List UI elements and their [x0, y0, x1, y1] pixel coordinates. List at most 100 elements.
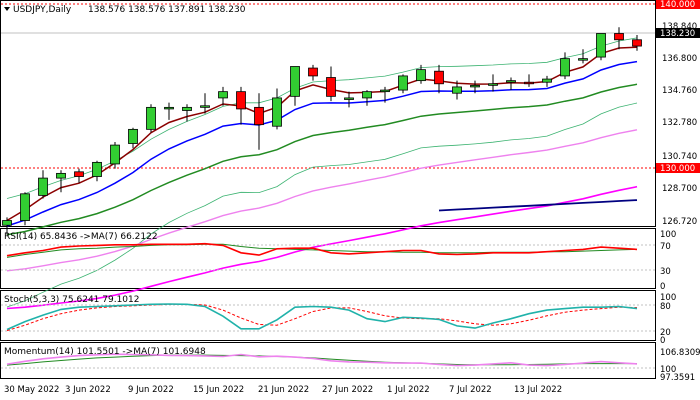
symbol-label: USDJPY,Daily — [13, 5, 72, 15]
level-130-text: 130.000 — [660, 164, 695, 174]
bull-candle — [110, 144, 120, 165]
ema-blue-line — [6, 60, 638, 227]
date-label: 13 Jul 2022 — [514, 385, 562, 395]
bull-candle — [542, 78, 552, 83]
stoch-k-line — [6, 303, 638, 331]
momentum-panel: Momentum(14) 101.5501 ->MA(7) 101.6948 1… — [1, 347, 700, 383]
momentum-line — [6, 353, 638, 367]
candles — [2, 27, 642, 235]
bull-candle — [452, 86, 462, 94]
stoch-lines — [6, 303, 638, 332]
main-panel-frame — [0, 0, 656, 227]
rsi-label: 70 — [660, 242, 671, 252]
momentum-title: Momentum(14) 101.5501 ->MA(7) 101.6948 — [4, 347, 206, 357]
price-tags: 140.000 138.230 130.000 — [1, 0, 700, 174]
date-label: 15 Jun 2022 — [193, 385, 244, 395]
bull-candle — [38, 177, 48, 196]
bull-candle — [272, 97, 282, 127]
rsi-line — [6, 242, 638, 257]
current-price-text: 138.230 — [660, 29, 695, 39]
bull-candle — [416, 69, 426, 82]
bull-candle — [506, 80, 516, 83]
panel-frames — [0, 0, 656, 379]
price-axis: 138.840 136.800 134.760 132.780 130.740 … — [662, 22, 697, 227]
level-140-tag — [656, 0, 700, 9]
symbol-triangle-icon — [4, 7, 10, 11]
rsi-label: 30 — [660, 267, 671, 277]
stoch-d-line — [6, 303, 638, 332]
stoch-label: 20 — [660, 328, 671, 338]
bull-candle — [560, 58, 570, 77]
rsi-title: RSI(14) 65.8436 ->MA(7) 66.2122 — [4, 232, 158, 242]
bear-candle — [236, 91, 246, 110]
date-label: 1 Jul 2022 — [387, 385, 430, 395]
bull-candle — [20, 193, 30, 221]
rsi-label: 0 — [660, 282, 665, 292]
bollinger-lower-line — [6, 102, 638, 308]
rsi-panel-frame — [0, 228, 656, 289]
bull-candle — [164, 106, 174, 110]
price-label: 128.700 — [662, 184, 697, 194]
momentum-label: 97.3591 — [660, 373, 695, 383]
bull-candle — [380, 89, 390, 93]
level-130-tag — [656, 163, 700, 173]
stoch-panel: Stoch(5,3,3) 75.6241 79.1012 100 80 20 0 — [1, 293, 676, 346]
bull-candle — [146, 106, 156, 130]
momentum-label: 106.8309 — [660, 348, 700, 358]
bear-candle — [434, 70, 444, 85]
stoch-label: 80 — [660, 302, 671, 312]
bear-candle — [632, 39, 642, 47]
bull-candle — [2, 220, 12, 226]
rsi-lines — [6, 242, 638, 258]
bear-candle — [254, 106, 264, 126]
price-label: 126.720 — [662, 217, 697, 227]
rsi-panel: RSI(14) 65.8436 ->MA(7) 66.2122 100 70 3… — [1, 230, 676, 292]
date-label: 9 Jun 2022 — [128, 385, 174, 395]
bull-candle — [92, 161, 102, 177]
bear-candle — [326, 77, 336, 97]
chart-header: USDJPY,Daily 138.576 138.576 137.891 138… — [4, 5, 246, 15]
date-label: 3 Jun 2022 — [65, 385, 111, 395]
date-axis: 30 May 2022 3 Jun 2022 9 Jun 2022 15 Jun… — [4, 385, 562, 395]
bull-candle — [578, 58, 588, 61]
ema-green-line — [6, 83, 638, 236]
date-label: 7 Jul 2022 — [449, 385, 492, 395]
price-label: 136.800 — [662, 54, 697, 64]
momentum-lines — [6, 353, 638, 367]
stoch-label: 100 — [660, 293, 676, 303]
current-price-tag — [656, 28, 700, 38]
stoch-title: Stoch(5,3,3) 75.6241 79.1012 — [4, 295, 139, 305]
ma-navy-line — [438, 199, 638, 212]
bear-candle — [524, 81, 534, 85]
bull-candle — [56, 172, 66, 179]
bull-candle — [344, 97, 354, 100]
stoch-label: 0 — [660, 336, 665, 346]
rsi-label: 100 — [660, 230, 676, 240]
bear-candle — [74, 171, 84, 177]
bull-candle — [182, 106, 192, 111]
bear-candle — [614, 33, 624, 41]
bull-candle — [470, 84, 480, 88]
date-label: 27 Jun 2022 — [322, 385, 373, 395]
ma-violet-line — [6, 129, 638, 272]
bull-candle — [128, 128, 138, 144]
momentum-label: 100 — [660, 365, 676, 375]
ohlc-label: 138.576 138.576 137.891 138.230 — [88, 5, 246, 15]
price-label: 130.740 — [662, 152, 697, 162]
bull-candle — [362, 91, 372, 99]
price-label: 132.780 — [662, 118, 697, 128]
price-label: 134.760 — [662, 86, 697, 96]
bull-candle — [218, 91, 228, 99]
date-label: 21 Jun 2022 — [258, 385, 309, 395]
price-label: 138.840 — [662, 22, 697, 32]
bull-candle — [398, 75, 408, 91]
bull-candle — [290, 66, 300, 97]
ma-magenta-line — [6, 185, 638, 310]
level-140-text: 140.000 — [660, 0, 695, 10]
date-label: 30 May 2022 — [4, 385, 59, 395]
bull-candle — [488, 83, 498, 86]
bull-candle — [200, 105, 210, 108]
bull-candle — [596, 33, 606, 58]
bear-candle — [308, 67, 318, 77]
